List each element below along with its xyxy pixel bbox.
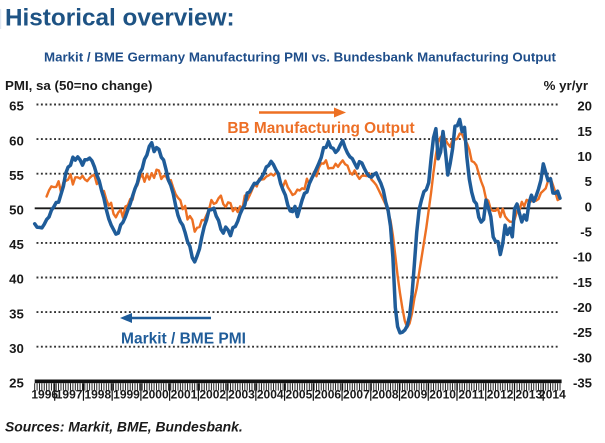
svg-text:-5: -5 [580, 225, 592, 240]
svg-text:2007: 2007 [343, 388, 370, 402]
svg-text:2012: 2012 [487, 388, 514, 402]
svg-text:2008: 2008 [372, 388, 399, 402]
svg-text:1997: 1997 [56, 388, 83, 402]
svg-text:65: 65 [9, 99, 24, 114]
svg-text:45: 45 [9, 237, 24, 252]
svg-text:% yr/yr: % yr/yr [544, 78, 588, 93]
svg-text:Markit / BME Germany Manufactu: Markit / BME Germany Manufacturing PMI v… [44, 50, 557, 65]
svg-text:Historical overview:: Historical overview: [5, 5, 235, 32]
svg-text:2003: 2003 [228, 388, 255, 402]
svg-text:15: 15 [577, 124, 592, 139]
svg-text:0: 0 [585, 199, 592, 214]
svg-text:20: 20 [577, 99, 592, 114]
svg-text:-10: -10 [573, 250, 592, 265]
svg-text:-35: -35 [573, 376, 592, 391]
svg-text:10: 10 [577, 149, 592, 164]
svg-text:PMI, sa (50=no change): PMI, sa (50=no change) [5, 78, 152, 93]
svg-text:2011: 2011 [458, 388, 484, 402]
svg-text:BB Manufacturing Output: BB Manufacturing Output [227, 120, 414, 137]
svg-text:1999: 1999 [113, 388, 140, 402]
svg-text:-30: -30 [573, 350, 592, 365]
svg-text:2010: 2010 [429, 388, 456, 402]
svg-text:30: 30 [9, 341, 24, 356]
svg-text:35: 35 [9, 306, 24, 321]
svg-text:-25: -25 [573, 325, 592, 340]
svg-text:2004: 2004 [257, 388, 284, 402]
svg-text:50: 50 [9, 203, 24, 218]
svg-text:Sources: Markit, BME, Bundesba: Sources: Markit, BME, Bundesbank. [5, 419, 243, 435]
svg-text:25: 25 [9, 376, 24, 391]
svg-text:2005: 2005 [286, 388, 313, 402]
svg-text:55: 55 [9, 168, 24, 183]
svg-text:2006: 2006 [314, 388, 341, 402]
svg-text:2013: 2013 [515, 388, 542, 402]
svg-text:40: 40 [9, 272, 24, 287]
svg-text:60: 60 [9, 133, 24, 148]
svg-text:1996: 1996 [31, 388, 58, 402]
svg-text:Markit / BME PMI: Markit / BME PMI [121, 331, 246, 348]
svg-text:1998: 1998 [84, 388, 111, 402]
svg-text:2000: 2000 [142, 388, 169, 402]
svg-text:5: 5 [585, 174, 592, 189]
svg-text:2001: 2001 [171, 388, 198, 402]
svg-text:2009: 2009 [401, 388, 428, 402]
svg-text:2002: 2002 [199, 388, 226, 402]
svg-text:-15: -15 [573, 275, 592, 290]
svg-text:2014: 2014 [539, 388, 566, 402]
svg-text:-20: -20 [573, 300, 592, 315]
